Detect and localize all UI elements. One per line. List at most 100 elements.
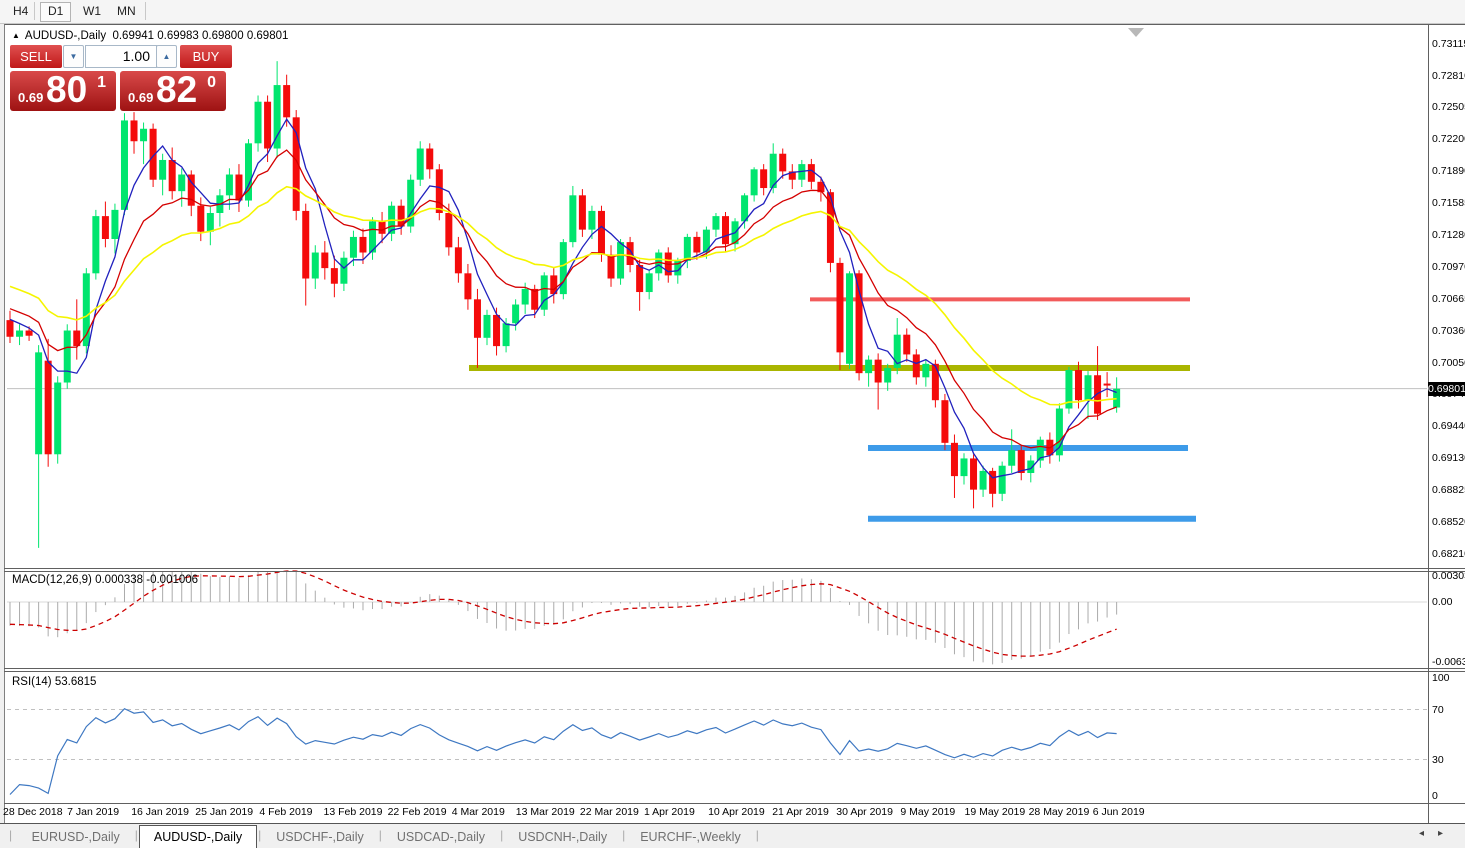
rsi-axis-label: 70 (1432, 703, 1444, 716)
date-axis-label: 25 Jan 2019 (195, 806, 254, 818)
date-axis-label: 13 Mar 2019 (515, 806, 575, 818)
ohlc-high: 0.69983 (157, 30, 199, 42)
panel-splitter[interactable] (4, 568, 1465, 569)
volume-decrease-button[interactable]: ▼ (63, 45, 84, 68)
price-axis-label: 0.73115 (1432, 38, 1465, 50)
date-axis-label: 21 Apr 2019 (772, 806, 829, 818)
sell-button[interactable]: SELL (10, 45, 62, 68)
date-axis-label: 16 Jan 2019 (131, 806, 189, 818)
macd-axis-label: 0.00 (1432, 596, 1453, 608)
panel-splitter[interactable] (4, 571, 1465, 572)
date-axis-label: 28 Dec 2018 (3, 806, 63, 818)
timeframe-d1-button[interactable]: D1 (40, 2, 72, 22)
chart-tab-bar: | EURUSD-,Daily | AUDUSD-,Daily | USDCHF-,Da… (0, 823, 1465, 848)
sell-price-button[interactable]: 0.69 80 1 (10, 69, 116, 111)
tab-separator: | (134, 828, 138, 842)
tab-scroll-left-icon[interactable]: ◂ (1418, 828, 1438, 839)
sell-price-sup: 1 (97, 74, 106, 91)
price-axis-label: 0.71585 (1432, 197, 1465, 210)
macd-axis-label: -0.006311 (1432, 656, 1465, 668)
rsi-name: RSI(14) (12, 676, 52, 688)
date-axis-label: 19 May 2019 (964, 806, 1026, 818)
price-axis-label: 0.72505 (1432, 101, 1465, 114)
buy-button[interactable]: BUY (180, 45, 232, 68)
sell-price-prefix: 0.69 (18, 90, 44, 105)
buy-price-sup: 0 (207, 74, 216, 91)
tab-separator: | (378, 828, 382, 842)
price-axis-label: 0.70665 (1432, 292, 1465, 305)
one-click-trading-panel: SELL ▼ 1.00 ▲ BUY 0.69 80 1 0.69 82 0 (10, 45, 232, 111)
rsi-axis-label: 30 (1432, 753, 1444, 766)
chart-tab-audusd-daily[interactable]: AUDUSD-,Daily (138, 825, 258, 848)
tab-separator: | (9, 828, 13, 842)
rsi-value: 53.6815 (54, 676, 97, 688)
price-axis[interactable] (1428, 25, 1465, 823)
current-price-box: 0.69801 (1428, 381, 1465, 396)
date-axis-label: 4 Feb 2019 (259, 806, 313, 818)
price-axis-label: 0.68825 (1432, 484, 1465, 497)
tab-scroll-arrows[interactable]: ◂▸ (1419, 828, 1457, 839)
date-axis-label: 6 Jun 2019 (1092, 806, 1145, 818)
macd-label: MACD(12,26,9) 0.000338 -0.001006 (12, 574, 198, 586)
ohlc-close: 0.69801 (246, 30, 289, 42)
timeframe-w1-button[interactable]: W1 (83, 4, 101, 18)
tab-separator: | (500, 828, 504, 842)
rsi-axis-label: 100 (1432, 672, 1450, 684)
buy-price-button[interactable]: 0.69 82 0 (120, 69, 226, 111)
toolbar-separator (145, 2, 146, 20)
chart-tab-usdchf-daily[interactable]: USDCHF-,Daily (276, 830, 364, 844)
date-axis-label: 22 Mar 2019 (579, 806, 639, 818)
chart-tab-usdcnh-daily[interactable]: USDCNH-,Daily (518, 830, 608, 844)
chart-title: ▲ AUDUSD-,Daily 0.69941 0.69983 0.69800 0… (12, 30, 288, 42)
tab-separator: | (258, 828, 262, 842)
tab-separator: | (755, 828, 759, 842)
ohlc-low: 0.69800 (202, 30, 244, 42)
date-axis-label: 10 Apr 2019 (708, 806, 765, 818)
rsi-label: RSI(14) 53.6815 (12, 676, 96, 688)
macd-value: 0.000338 (95, 574, 144, 586)
buy-price-big: 82 (156, 69, 198, 110)
collapse-panel-icon[interactable]: ▲ (12, 31, 20, 40)
macd-signal-value: -0.001006 (146, 574, 199, 586)
volume-input[interactable]: 1.00 (85, 45, 157, 68)
chart-tab-usdcad-daily[interactable]: USDCAD-,Daily (396, 830, 486, 844)
buy-price-prefix: 0.69 (128, 90, 154, 105)
chart-bottom-border (4, 803, 1465, 804)
toolbar-separator (34, 2, 35, 20)
panel-splitter[interactable] (4, 668, 1465, 669)
timeframe-h4-button[interactable]: H4 (13, 4, 29, 18)
tab-scroll-right-icon[interactable]: ▸ (1437, 828, 1457, 839)
date-axis-label: 7 Jan 2019 (67, 806, 120, 818)
date-axis-label: 13 Feb 2019 (323, 806, 383, 818)
panel-splitter[interactable] (4, 671, 1465, 672)
chart-tab-eurchf-weekly[interactable]: EURCHF-,Weekly (640, 830, 741, 844)
chart-tab-eurusd-daily[interactable]: EURUSD-,Daily (31, 830, 120, 844)
date-axis-label: 4 Mar 2019 (451, 806, 505, 818)
volume-increase-button[interactable]: ▲ (156, 45, 177, 68)
scroll-to-end-icon[interactable] (1128, 28, 1144, 37)
timeframe-mn-button[interactable]: MN (117, 4, 136, 18)
date-axis-label: 28 May 2019 (1028, 806, 1090, 818)
sell-price-big: 80 (46, 69, 88, 110)
date-axis-label: 1 Apr 2019 (644, 806, 695, 818)
ohlc-open: 0.69941 (112, 30, 155, 42)
macd-name: MACD(12,26,9) (12, 574, 92, 586)
timeframe-toolbar: H4 D1 W1 MN (0, 0, 1465, 24)
tab-separator: | (622, 828, 626, 842)
rsi-axis-label: 0 (1432, 790, 1438, 802)
chart-symbol: AUDUSD-,Daily (24, 30, 107, 42)
date-axis-label: 22 Feb 2019 (387, 806, 447, 818)
